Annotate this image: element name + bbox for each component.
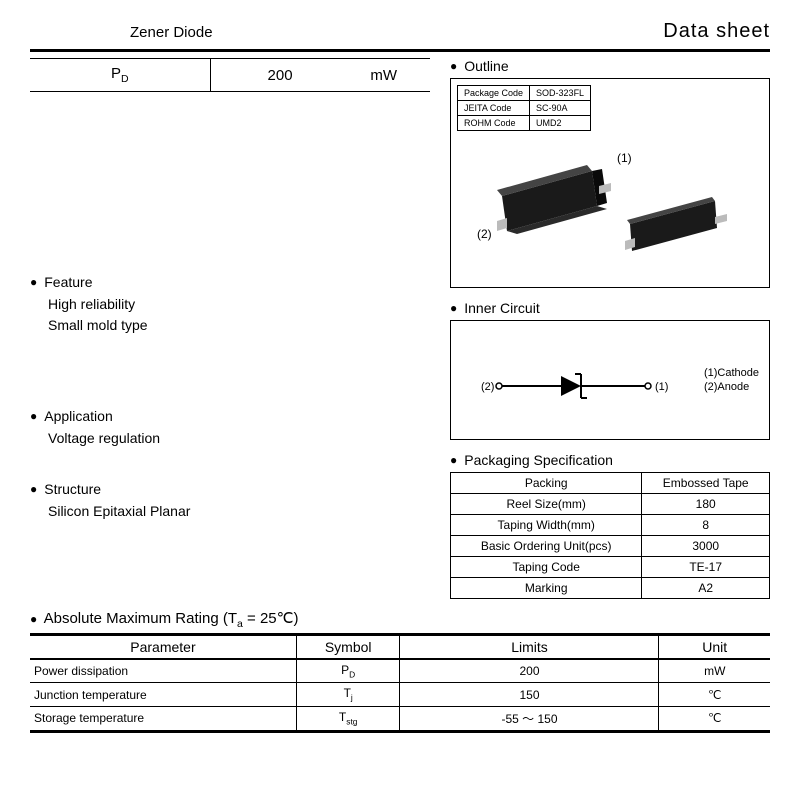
packaging-table: PackingEmbossed Tape Reel Size(mm)180 Ta… [450, 472, 770, 599]
amr-table: Parameter Symbol Limits Unit Power dissi… [30, 633, 770, 733]
doc-type: Data sheet [663, 20, 770, 43]
code-key: JEITA Code [458, 101, 530, 116]
inner-circuit-box: (2) (1) (1)Cathode (2)Anode [450, 320, 770, 440]
table-row: Storage temperature Tstg -55 ～ 150 ℃ [30, 706, 770, 731]
pin1-label: (1) [617, 151, 632, 165]
feature-line1: High reliability [30, 294, 430, 315]
pd-symbol-cell: PD [30, 59, 210, 92]
left-column: PD 200mW Feature High reliability Small … [30, 58, 430, 599]
feature-heading: Feature [30, 274, 430, 290]
cathode-pin-label: (1) [655, 381, 668, 393]
codes-table: Package CodeSOD-323FL JEITA CodeSC-90A R… [457, 85, 591, 131]
table-row: Junction temperature Tj 150 ℃ [30, 683, 770, 706]
code-val: UMD2 [530, 116, 591, 131]
pin-legend: (1)Cathode (2)Anode [704, 366, 759, 395]
structure-heading: Structure [30, 481, 430, 497]
package-svg [457, 131, 737, 281]
code-val: SOD-323FL [530, 86, 591, 101]
product-title: Zener Diode [30, 24, 213, 41]
header-divider [30, 49, 770, 52]
pin2-label: (2) [477, 227, 492, 241]
pd-table: PD 200mW [30, 58, 430, 92]
anode-pin-label: (2) [481, 381, 494, 393]
pd-value-cell: 200mW [210, 59, 430, 92]
code-key: Package Code [458, 86, 530, 101]
application-line1: Voltage regulation [30, 428, 430, 449]
table-row: Power dissipation PD 200 mW [30, 659, 770, 683]
right-column: Outline Package CodeSOD-323FL JEITA Code… [450, 58, 770, 599]
code-key: ROHM Code [458, 116, 530, 131]
code-val: SC-90A [530, 101, 591, 116]
outline-box: Package CodeSOD-323FL JEITA CodeSC-90A R… [450, 78, 770, 288]
outline-heading: Outline [450, 58, 770, 74]
feature-line2: Small mold type [30, 315, 430, 336]
application-heading: Application [30, 408, 430, 424]
amr-section: Absolute Maximum Rating (Ta = 25℃) Param… [30, 609, 770, 733]
package-illustration: (1) (2) [457, 131, 763, 281]
amr-heading: Absolute Maximum Rating (Ta = 25℃) [30, 609, 770, 630]
structure-line1: Silicon Epitaxial Planar [30, 501, 430, 522]
main-columns: PD 200mW Feature High reliability Small … [30, 58, 770, 599]
packaging-heading: Packaging Specification [450, 452, 770, 468]
zener-symbol-svg: (2) (1) [481, 366, 671, 406]
header: Zener Diode Data sheet [30, 20, 770, 43]
inner-circuit-heading: Inner Circuit [450, 300, 770, 316]
